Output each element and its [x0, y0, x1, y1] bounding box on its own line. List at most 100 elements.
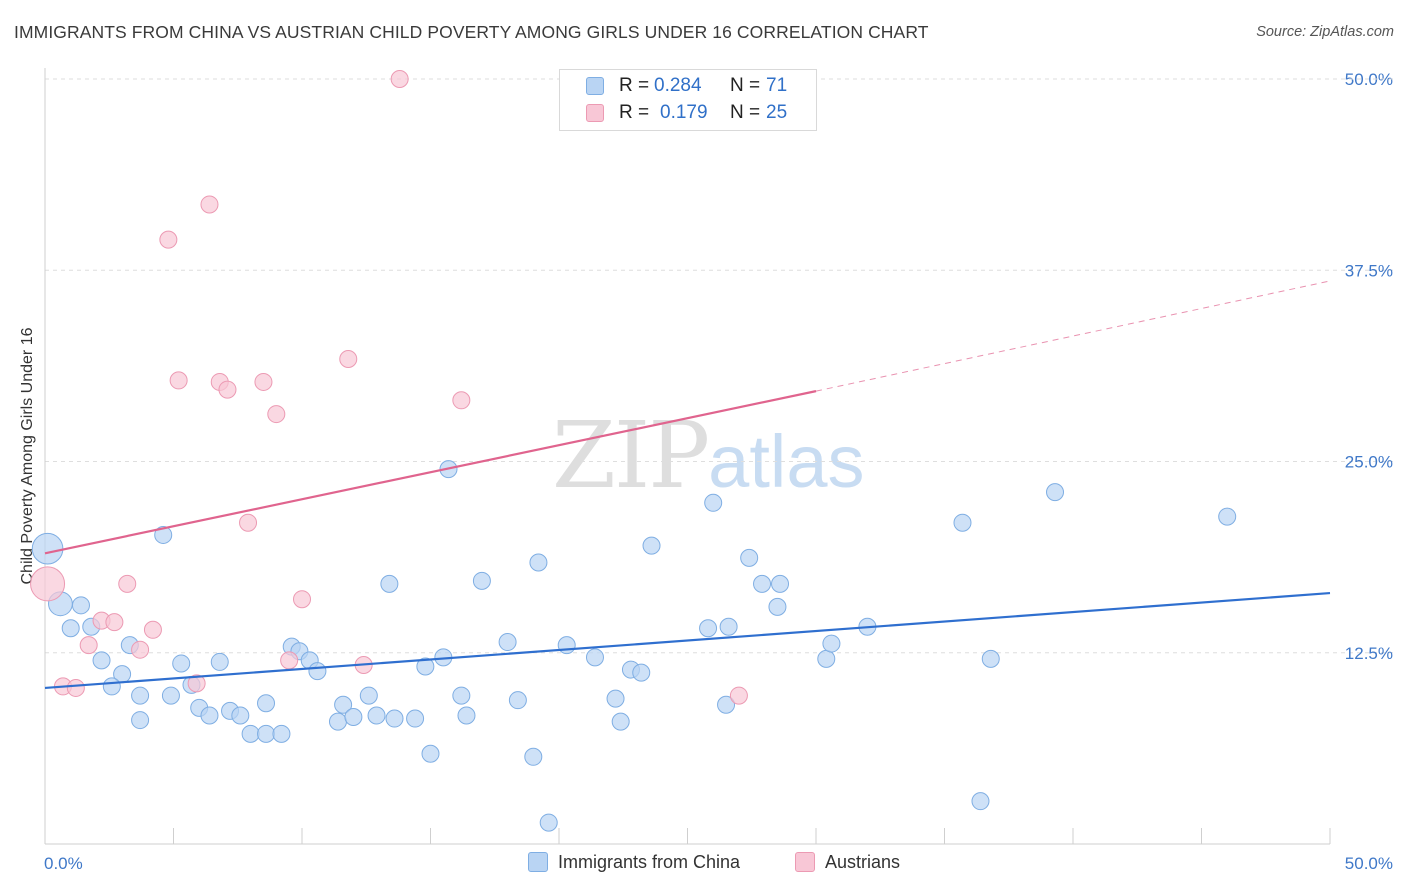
china-point	[717, 695, 736, 714]
china-point	[557, 636, 576, 655]
china-point	[200, 706, 219, 725]
china-point	[231, 706, 250, 725]
china-legend-swatch	[528, 851, 548, 872]
n-value: 25	[766, 102, 788, 123]
china-point	[472, 571, 491, 590]
china-point	[154, 525, 173, 544]
china-point	[981, 649, 1000, 668]
y-tick-label: 12.5%	[1345, 644, 1393, 663]
china-point	[359, 686, 378, 705]
x-tick-label: 50.0%	[1345, 854, 1393, 873]
austria-trend-extension	[815, 280, 1331, 392]
china-point	[953, 513, 972, 532]
china-point	[457, 706, 476, 725]
china-point	[334, 695, 353, 714]
china-point	[421, 744, 440, 763]
austria-point	[105, 613, 124, 632]
china-point	[740, 548, 759, 567]
austria-point	[200, 195, 219, 214]
china-point	[822, 634, 841, 653]
china-point	[172, 654, 191, 673]
r-label: R =	[619, 75, 650, 96]
china-point	[71, 596, 90, 615]
austria-point	[729, 686, 748, 705]
china-point	[642, 536, 661, 555]
china-point	[61, 619, 80, 638]
r-label: R =	[619, 102, 650, 123]
austria-point	[267, 405, 286, 424]
china-point	[524, 747, 543, 766]
austria-trend-line	[44, 390, 817, 555]
austria-point	[239, 513, 258, 532]
china-point	[585, 648, 604, 667]
austria-point	[131, 640, 150, 659]
china-point	[344, 708, 363, 727]
austria-point	[254, 372, 273, 391]
china-point	[102, 677, 121, 696]
source-label: Source: ZipAtlas.com	[1256, 24, 1394, 40]
austria-point	[66, 678, 85, 697]
china-point	[611, 712, 630, 731]
china-point	[768, 597, 787, 616]
austria-point	[143, 620, 162, 639]
china-swatch	[586, 77, 604, 95]
austria-point	[118, 574, 137, 593]
austria-point	[187, 674, 206, 693]
austria-point	[169, 371, 188, 390]
china-point	[498, 633, 517, 652]
r-value: 0.179	[660, 102, 708, 123]
legend-item-china[interactable]: Immigrants from China	[528, 851, 741, 876]
austria-legend-label: Austrians	[825, 852, 901, 872]
austria-point	[79, 636, 98, 655]
china-point	[1218, 507, 1237, 526]
y-tick-label: 25.0%	[1345, 453, 1393, 472]
china-point	[272, 724, 291, 743]
china-point	[257, 724, 276, 743]
legend-item-austrians[interactable]: Austrians	[795, 851, 901, 876]
austria-point	[159, 230, 178, 249]
china-point	[308, 662, 327, 681]
x-tick-label: 0.0%	[44, 854, 83, 873]
austria-point	[218, 380, 237, 399]
china-point	[131, 711, 150, 730]
n-label: N =	[730, 102, 761, 123]
austria-legend-swatch	[795, 851, 815, 872]
austria-point	[452, 391, 471, 410]
china-legend-label: Immigrants from China	[558, 852, 741, 872]
china-point	[632, 663, 651, 682]
china-point	[719, 617, 738, 636]
china-point	[328, 712, 347, 731]
n-value: 71	[766, 75, 788, 96]
china-point	[92, 651, 111, 670]
china-point	[406, 709, 425, 728]
china-point	[380, 574, 399, 593]
n-label: N =	[730, 75, 761, 96]
china-point	[210, 652, 229, 671]
china-point	[606, 689, 625, 708]
china-point	[257, 694, 276, 713]
china-point	[385, 709, 404, 728]
china-trend-line	[44, 591, 1331, 690]
china-point	[31, 532, 64, 565]
china-point	[131, 686, 150, 705]
chart-title: IMMIGRANTS FROM CHINA VS AUSTRIAN CHILD …	[14, 22, 929, 42]
china-point	[1046, 483, 1065, 502]
stats-legend: R = 0.284 N = 71 R = 0.179 N = 25	[559, 69, 817, 131]
china-point	[241, 724, 260, 743]
china-point	[771, 574, 790, 593]
austria-point	[30, 566, 66, 602]
china-point	[704, 493, 723, 512]
china-point	[753, 574, 772, 593]
china-point	[699, 619, 718, 638]
china-point	[416, 657, 435, 676]
austria-point	[390, 70, 409, 88]
austria-point	[339, 349, 358, 368]
austria-point	[293, 590, 311, 609]
china-point	[452, 686, 471, 705]
r-value: 0.284	[654, 75, 702, 96]
china-point	[508, 691, 527, 710]
austria-swatch	[586, 104, 604, 122]
china-point	[539, 813, 558, 832]
y-tick-label: 37.5%	[1345, 261, 1393, 280]
